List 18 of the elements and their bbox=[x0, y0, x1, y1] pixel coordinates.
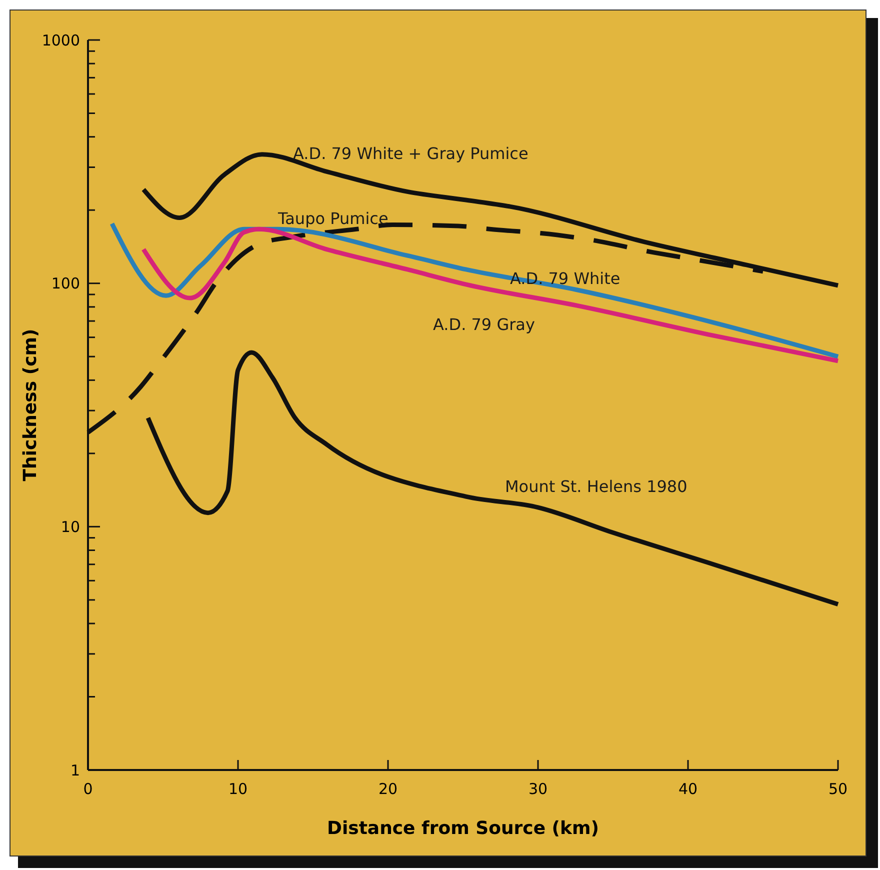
series-label: A.D. 79 White + Gray Pumice bbox=[293, 144, 528, 163]
y-axis-title: Thickness (cm) bbox=[20, 328, 41, 482]
series-label: A.D. 79 Gray bbox=[433, 315, 535, 334]
series-label: Taupo Pumice bbox=[277, 209, 388, 228]
y-tick-label: 10 bbox=[60, 518, 80, 536]
series-label: A.D. 79 White bbox=[510, 269, 620, 288]
y-tick-label: 1000 bbox=[42, 31, 80, 50]
x-axis-title: Distance from Source (km) bbox=[327, 818, 599, 839]
series-label: Mount St. Helens 1980 bbox=[505, 477, 688, 496]
x-tick-label: 0 bbox=[83, 780, 93, 798]
y-tick-label: 100 bbox=[51, 274, 80, 293]
x-tick-label: 30 bbox=[528, 780, 548, 798]
x-tick-label: 20 bbox=[378, 780, 398, 798]
x-tick-label: 40 bbox=[678, 780, 698, 798]
y-tick-label: 1 bbox=[70, 761, 80, 780]
x-tick-label: 10 bbox=[228, 780, 248, 798]
line-series bbox=[146, 350, 840, 606]
x-tick-label: 50 bbox=[828, 780, 848, 798]
